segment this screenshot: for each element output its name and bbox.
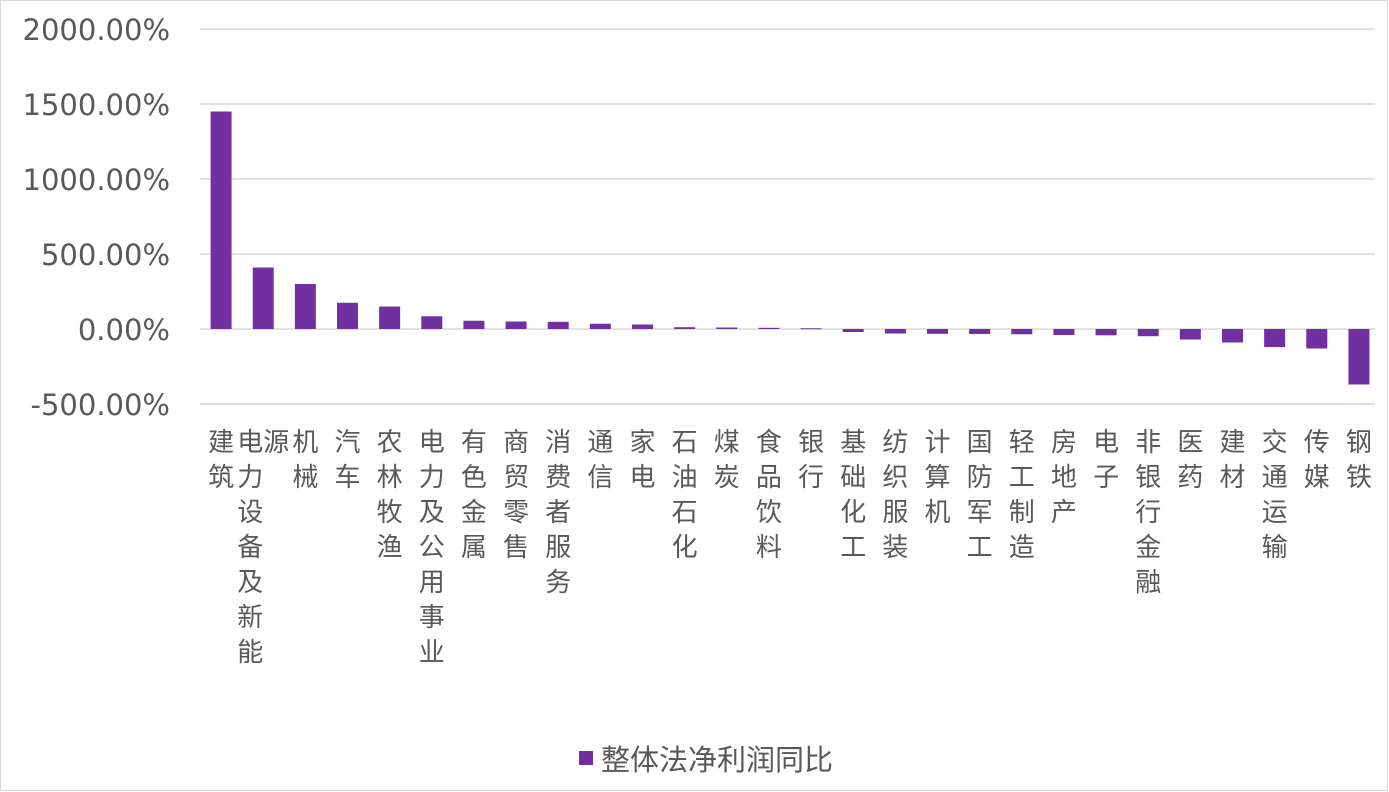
y-tick-label: 1500.00% <box>23 88 170 122</box>
bar <box>1053 329 1075 335</box>
bar <box>969 329 991 334</box>
category-label: 有色金属 <box>461 428 487 563</box>
bar <box>800 328 822 330</box>
y-tick-label: -500.00% <box>31 388 171 422</box>
category-label: 房地产 <box>1051 428 1077 528</box>
bar <box>421 316 443 329</box>
bar <box>1095 329 1117 336</box>
bar <box>1011 329 1033 335</box>
category-label: 机械 <box>292 428 318 493</box>
category-label: 电力及公用事业 <box>419 428 445 668</box>
category-label: 电力设备及新能源 <box>237 428 289 668</box>
category-label: 钢铁 <box>1346 428 1372 493</box>
bar <box>337 302 358 329</box>
bar <box>1222 329 1243 343</box>
bar <box>674 327 696 329</box>
bar <box>1306 329 1328 349</box>
category-label: 交通运输 <box>1262 428 1288 563</box>
category-label: 非银行金融 <box>1135 428 1161 598</box>
y-tick-label: 500.00% <box>41 238 170 272</box>
bar <box>1264 329 1286 347</box>
category-label: 纺织服装 <box>882 428 908 563</box>
category-label: 建材 <box>1219 428 1245 493</box>
bar <box>927 329 948 334</box>
bar <box>1179 329 1201 340</box>
category-label: 商贸零售 <box>503 428 529 563</box>
y-tick-label: 0.00% <box>78 313 170 347</box>
category-label: 煤炭 <box>714 428 740 493</box>
legend-label: 整体法净利润同比 <box>601 743 833 777</box>
category-label: 家电 <box>629 428 655 493</box>
bar <box>210 111 232 329</box>
bar <box>884 329 906 334</box>
bar <box>252 267 274 329</box>
bar <box>842 329 864 332</box>
category-label: 传媒 <box>1304 428 1330 493</box>
bar <box>716 327 738 329</box>
category-label: 农林牧渔 <box>377 428 403 563</box>
bar <box>379 306 401 329</box>
bar <box>505 321 527 329</box>
category-label: 国防军工 <box>967 428 993 563</box>
bar <box>758 327 780 329</box>
bar <box>294 284 316 329</box>
category-label: 轻工制造 <box>1009 428 1035 563</box>
category-label: 消费者服务 <box>545 428 571 598</box>
legend-swatch <box>579 751 593 765</box>
bar <box>1348 329 1370 385</box>
bar <box>632 324 653 329</box>
category-label: 石油石化 <box>672 428 698 563</box>
category-label: 建筑 <box>208 428 234 493</box>
category-label: 通信 <box>587 428 613 493</box>
category-label: 医药 <box>1177 428 1203 493</box>
category-label: 基础化工 <box>840 428 866 563</box>
category-label: 计算机 <box>924 428 950 528</box>
y-tick-label: 2000.00% <box>23 13 170 47</box>
bar <box>1137 329 1159 337</box>
bar <box>463 320 485 329</box>
category-label: 汽车 <box>334 428 360 493</box>
category-label: 电子 <box>1093 428 1119 493</box>
bar <box>547 321 569 329</box>
bar <box>589 323 611 329</box>
category-label: 银行 <box>798 428 824 493</box>
category-label: 食品饮料 <box>756 428 782 563</box>
y-tick-label: 1000.00% <box>23 163 170 197</box>
